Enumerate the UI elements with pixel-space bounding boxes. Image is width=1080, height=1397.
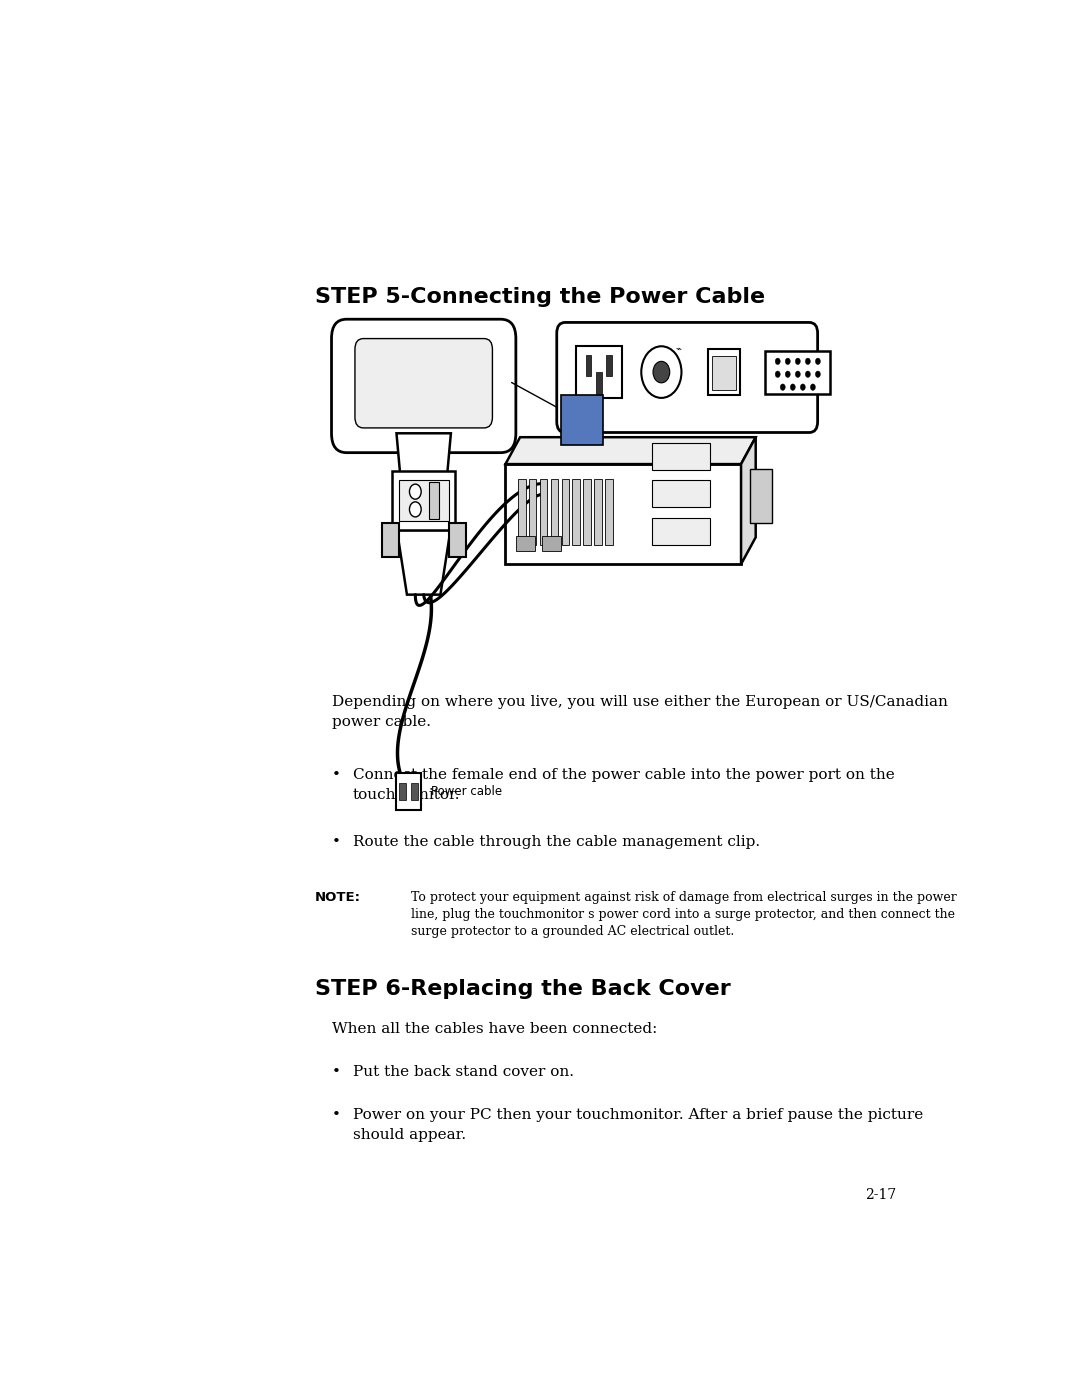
Bar [551, 479, 558, 545]
Bar [562, 479, 569, 545]
Polygon shape [449, 522, 465, 557]
Bar [518, 479, 526, 545]
Text: Connect the female end of the power cable into the power port on the
touchmonito: Connect the female end of the power cabl… [352, 768, 894, 802]
Bar [651, 518, 711, 545]
Circle shape [795, 358, 800, 365]
Polygon shape [561, 395, 603, 446]
Text: NOTE:: NOTE: [315, 891, 361, 904]
Text: Power cable: Power cable [431, 785, 502, 798]
Text: When all the cables have been connected:: When all the cables have been connected: [332, 1023, 657, 1037]
Text: To protect your equipment against risk of damage from electrical surges in the p: To protect your equipment against risk o… [411, 891, 957, 937]
Circle shape [409, 485, 421, 499]
FancyBboxPatch shape [332, 320, 516, 453]
Circle shape [785, 358, 791, 365]
Circle shape [409, 502, 421, 517]
Bar [596, 372, 602, 394]
Polygon shape [741, 437, 756, 564]
Bar [583, 479, 591, 545]
Text: Connections on underside: Connections on underside [591, 321, 737, 331]
Circle shape [806, 372, 810, 377]
Bar [651, 481, 711, 507]
Bar [572, 479, 580, 545]
Bar [594, 479, 602, 545]
Circle shape [780, 384, 785, 390]
Bar [606, 355, 611, 376]
Text: Depending on where you live, you will use either the European or US/Canadian
pow: Depending on where you live, you will us… [332, 696, 947, 729]
Polygon shape [382, 522, 399, 557]
Bar [651, 443, 711, 469]
Text: STEP 6-Replacing the Back Cover: STEP 6-Replacing the Back Cover [315, 979, 731, 999]
Bar [713, 356, 735, 390]
Text: •: • [332, 1065, 340, 1078]
Polygon shape [397, 529, 450, 595]
Circle shape [806, 358, 810, 365]
Circle shape [815, 358, 821, 365]
Circle shape [791, 384, 795, 390]
Circle shape [642, 346, 681, 398]
Bar [399, 479, 449, 521]
Circle shape [775, 372, 780, 377]
FancyBboxPatch shape [355, 338, 492, 427]
Bar [396, 773, 421, 810]
Text: •: • [332, 835, 340, 849]
Circle shape [800, 384, 806, 390]
Text: •: • [332, 1108, 340, 1122]
Circle shape [815, 372, 821, 377]
Polygon shape [505, 437, 756, 464]
Text: STEP 5-Connecting the Power Cable: STEP 5-Connecting the Power Cable [315, 286, 765, 307]
Bar [540, 479, 548, 545]
Bar [429, 482, 438, 520]
Text: •: • [332, 768, 340, 782]
Circle shape [785, 372, 791, 377]
Text: Power on your PC then your touchmonitor. After a brief pause the picture
should : Power on your PC then your touchmonitor.… [352, 1108, 923, 1141]
Polygon shape [396, 433, 450, 503]
FancyBboxPatch shape [557, 323, 818, 433]
Circle shape [775, 358, 780, 365]
FancyBboxPatch shape [750, 469, 771, 524]
Circle shape [653, 362, 670, 383]
Text: Put the back stand cover on.: Put the back stand cover on. [352, 1065, 573, 1078]
Bar [411, 782, 418, 800]
Bar [605, 479, 612, 545]
Text: Route the cable through the cable management clip.: Route the cable through the cable manage… [352, 835, 759, 849]
Text: ⌁: ⌁ [676, 344, 681, 353]
Bar [392, 471, 456, 529]
Bar [585, 355, 592, 376]
Bar [400, 782, 406, 800]
Bar [529, 479, 537, 545]
Bar [765, 351, 831, 394]
Bar [708, 349, 740, 395]
Bar [505, 464, 741, 564]
Text: 2-17: 2-17 [865, 1189, 896, 1203]
Circle shape [795, 372, 800, 377]
Bar [542, 536, 561, 552]
Bar [576, 346, 622, 398]
Circle shape [810, 384, 815, 390]
Bar [516, 536, 535, 552]
